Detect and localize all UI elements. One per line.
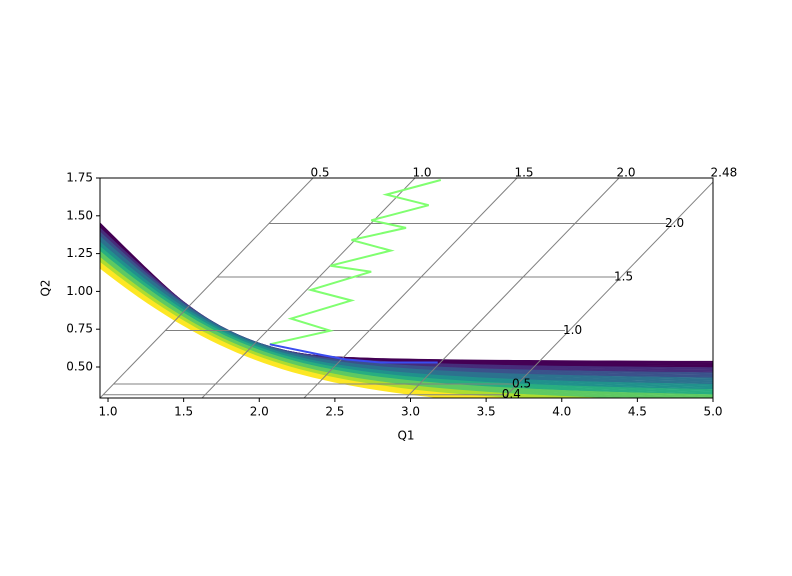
skew-tick-label: 2.48 bbox=[711, 166, 738, 180]
contour-line bbox=[100, 227, 713, 369]
x-tick-label: 4.5 bbox=[628, 405, 647, 419]
y-tick-label: 1.25 bbox=[66, 246, 93, 260]
contour-line bbox=[100, 238, 713, 382]
skew-grid-line bbox=[303, 178, 518, 398]
skew-tick-label: 2.0 bbox=[665, 216, 684, 230]
contour-line bbox=[100, 230, 713, 373]
axes-frame bbox=[99, 177, 714, 399]
y-axis-label: Q2 bbox=[39, 279, 53, 296]
contour-line bbox=[100, 231, 713, 374]
skew-tick-label: 1.0 bbox=[563, 323, 582, 337]
contour-line bbox=[100, 265, 467, 398]
skew-tick-label: 1.5 bbox=[514, 166, 533, 180]
contour-line bbox=[100, 259, 556, 398]
y-tick-label: 1.75 bbox=[66, 171, 93, 185]
x-tick-label: 3.5 bbox=[477, 405, 496, 419]
x-tick-label: 3.0 bbox=[401, 405, 420, 419]
y-tick-label: 1.50 bbox=[66, 208, 93, 222]
contour-line bbox=[100, 254, 701, 398]
plot bbox=[100, 178, 713, 398]
contour-line bbox=[100, 224, 713, 365]
contour-line bbox=[100, 246, 713, 391]
contour-line bbox=[100, 252, 713, 398]
x-tick-label: 5.0 bbox=[703, 405, 722, 419]
contour-line bbox=[100, 249, 713, 395]
contour-line bbox=[100, 248, 713, 394]
x-tick-label: 1.5 bbox=[174, 405, 193, 419]
skew-tick-label: 0.5 bbox=[512, 377, 531, 391]
contour-line bbox=[100, 262, 496, 398]
contour-line bbox=[100, 223, 713, 364]
contour-line bbox=[100, 256, 614, 398]
x-tick-label: 2.0 bbox=[250, 405, 269, 419]
skew-tick-label: 2.0 bbox=[616, 166, 635, 180]
skew-tick-label: 0.4 bbox=[502, 387, 521, 401]
contour-line bbox=[100, 222, 713, 363]
contour-line bbox=[100, 253, 713, 398]
contour-line bbox=[100, 226, 713, 368]
contour-line bbox=[100, 241, 713, 386]
trajectory bbox=[269, 179, 442, 346]
contour-line bbox=[100, 233, 713, 377]
skew-grid-line bbox=[201, 178, 416, 398]
contour-line bbox=[100, 266, 455, 398]
y-tick-label: 0.50 bbox=[66, 360, 93, 374]
contour-line bbox=[100, 260, 533, 398]
contour-line bbox=[100, 258, 582, 398]
contour-line bbox=[100, 225, 713, 367]
skew-grid-line bbox=[503, 181, 713, 398]
x-tick-label: 1.0 bbox=[98, 405, 117, 419]
y-tick-label: 0.75 bbox=[66, 322, 93, 336]
contour-line bbox=[100, 229, 713, 372]
x-tick-label: 4.0 bbox=[552, 405, 571, 419]
x-tick-label: 2.5 bbox=[325, 405, 344, 419]
skew-grid-line bbox=[405, 178, 620, 398]
contour-line bbox=[100, 250, 713, 396]
skew-grid-line bbox=[100, 178, 314, 398]
contour-line bbox=[100, 264, 481, 398]
contour-line bbox=[100, 228, 713, 371]
contour-line bbox=[100, 247, 713, 392]
x-axis-label: Q1 bbox=[397, 429, 414, 443]
contour-line bbox=[100, 232, 713, 376]
skew-tick-label: 1.5 bbox=[614, 270, 633, 284]
y-tick-label: 1.00 bbox=[66, 284, 93, 298]
skew-tick-label: 0.5 bbox=[310, 166, 329, 180]
contour-line bbox=[100, 261, 514, 398]
contour-line bbox=[100, 240, 713, 385]
trajectory bbox=[269, 343, 438, 364]
skew-tick-label: 1.0 bbox=[412, 166, 431, 180]
contour-line bbox=[100, 255, 652, 398]
